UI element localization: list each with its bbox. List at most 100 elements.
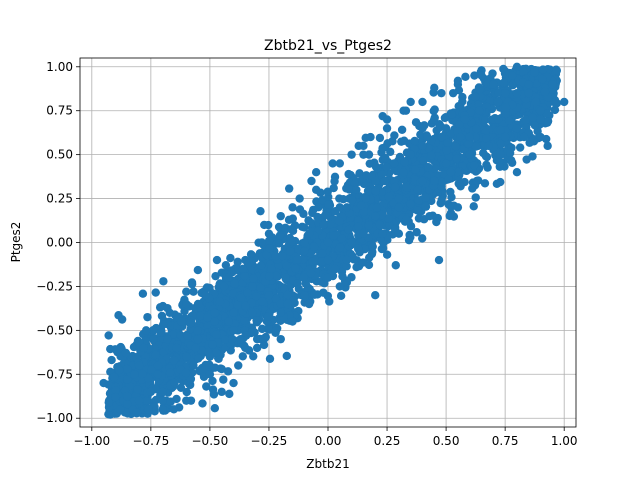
x-tick-label: 0.00 (315, 434, 342, 448)
data-point (328, 159, 337, 168)
data-point (418, 141, 427, 151)
scatter-point (257, 297, 267, 306)
scatter-point (265, 271, 274, 281)
data-point (130, 370, 139, 379)
data-point (519, 132, 529, 142)
scatter-point (456, 182, 465, 191)
scatter-point (143, 373, 153, 383)
x-tick-label: −0.75 (132, 434, 169, 448)
data-point (182, 299, 191, 309)
scatter-point (424, 162, 433, 172)
chart-title: Zbtb21_vs_Ptges2 (264, 38, 392, 54)
scatter-point (147, 365, 156, 375)
data-point (158, 396, 167, 405)
x-tick-label: 0.25 (374, 434, 401, 448)
scatter-point (430, 105, 439, 114)
data-point (236, 334, 245, 344)
scatter-point (446, 202, 456, 211)
data-point (437, 88, 446, 98)
data-point (123, 364, 132, 374)
scatter-point (381, 153, 390, 163)
data-point (543, 141, 552, 151)
scatter-point (354, 222, 363, 231)
data-point (347, 238, 356, 247)
data-point (335, 159, 345, 168)
data-point (359, 229, 368, 238)
data-point (283, 299, 293, 309)
scatter-point (286, 225, 296, 234)
scatter-point (447, 110, 457, 119)
scatter-point (375, 133, 385, 143)
scatter-point (344, 225, 353, 235)
scatter-point (532, 79, 541, 88)
scatter-point (274, 261, 283, 270)
scatter-point (471, 132, 480, 142)
scatter-point (397, 125, 407, 135)
data-point (193, 334, 203, 344)
data-point (354, 141, 363, 151)
data-point (446, 168, 456, 177)
scatter-point (530, 68, 539, 77)
scatter-point (330, 177, 339, 186)
scatter-point (421, 193, 430, 202)
scatter-point (466, 108, 475, 117)
scatter-point (202, 382, 211, 391)
data-point (382, 124, 392, 133)
scatter-point (187, 278, 197, 287)
data-point (281, 273, 290, 282)
scatter-point (265, 354, 275, 363)
data-point (456, 132, 465, 142)
data-point (352, 185, 361, 194)
scatter-point (260, 334, 269, 343)
data-point (359, 150, 368, 159)
data-point (406, 150, 415, 159)
scatter-point (211, 271, 220, 281)
data-point (484, 141, 493, 151)
scatter-point (458, 92, 467, 102)
data-point (99, 378, 108, 388)
y-tick-label: 0.00 (46, 236, 73, 250)
scatter-point (199, 366, 208, 375)
scatter-point (314, 203, 323, 212)
scatter-point (411, 165, 420, 175)
scatter-point (176, 383, 186, 392)
scatter-point (495, 162, 504, 171)
scatter-point (543, 117, 553, 126)
scatter-point (256, 206, 265, 216)
data-point (193, 299, 203, 309)
scatter-point (400, 158, 409, 167)
scatter-point (442, 146, 451, 155)
y-tick-label: 0.75 (46, 104, 73, 118)
scatter-point (210, 404, 220, 413)
data-point (163, 334, 172, 344)
scatter-point (221, 260, 231, 270)
scatter-point (215, 297, 225, 306)
data-point (276, 334, 285, 344)
scatter-point (552, 66, 561, 75)
data-point (300, 238, 309, 247)
data-point (474, 106, 484, 115)
scatter-point (468, 184, 477, 193)
scatter-point (492, 179, 502, 188)
scatter-point (437, 177, 447, 187)
scatter-point (388, 137, 397, 146)
data-point (210, 308, 219, 317)
data-point (524, 80, 533, 89)
scatter-point (117, 315, 127, 324)
data-point (115, 405, 125, 414)
scatter-point (421, 202, 431, 211)
data-point (146, 387, 156, 397)
scatter-point (104, 398, 113, 407)
data-point (229, 326, 238, 335)
data-point (241, 343, 250, 353)
scatter-point (508, 100, 517, 110)
scatter-point (325, 220, 335, 229)
scatter-point (240, 316, 249, 325)
y-tick-label: −0.25 (36, 279, 73, 293)
data-point (286, 247, 295, 256)
scatter-point (445, 211, 454, 221)
data-point (361, 194, 370, 203)
data-point (241, 255, 250, 265)
scatter-point (335, 243, 345, 252)
data-point (267, 264, 276, 274)
